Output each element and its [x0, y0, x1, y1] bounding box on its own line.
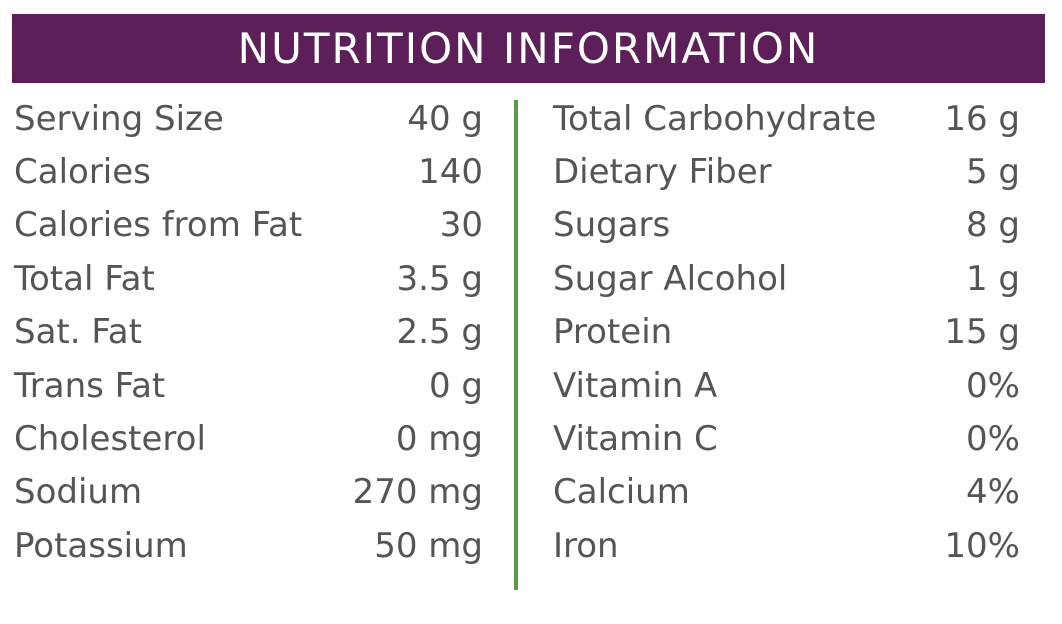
column-divider	[514, 100, 518, 590]
nutrient-label: Vitamin C	[553, 419, 718, 460]
nutrition-header: NUTRITION INFORMATION	[12, 14, 1045, 83]
nutrient-value: 16 g	[944, 98, 1020, 139]
nutrient-label: Protein	[553, 312, 673, 353]
nutrition-row-calcium: Calcium 4%	[553, 466, 1020, 519]
nutrient-value: 0%	[966, 419, 1020, 460]
nutrient-value: 2.5 g	[396, 312, 483, 353]
nutrition-row-sugars: Sugars 8 g	[553, 199, 1020, 252]
nutrition-row-serving-size: Serving Size 40 g	[14, 92, 483, 145]
nutrient-label: Potassium	[14, 525, 188, 566]
nutrient-value: 0%	[966, 365, 1020, 406]
nutrient-label: Vitamin A	[553, 365, 718, 406]
nutrient-value: 8 g	[965, 205, 1020, 246]
nutrient-label: Sat. Fat	[14, 312, 142, 353]
nutrition-row-trans-fat: Trans Fat 0 g	[14, 359, 483, 412]
nutrient-label: Sugar Alcohol	[553, 258, 788, 299]
nutrient-label: Iron	[553, 525, 619, 566]
nutrition-row-sugar-alcohol: Sugar Alcohol 1 g	[553, 252, 1020, 305]
nutrient-value: 3.5 g	[396, 258, 483, 299]
nutrition-row-sodium: Sodium 270 mg	[14, 466, 483, 519]
nutrition-row-potassium: Potassium 50 mg	[14, 519, 483, 572]
nutrition-row-vitamin-a: Vitamin A 0%	[553, 359, 1020, 412]
nutrient-label: Total Carbohydrate	[553, 98, 877, 139]
nutrient-label: Total Fat	[14, 258, 155, 299]
nutrient-label: Sodium	[14, 472, 143, 513]
nutrient-label: Sugars	[553, 205, 671, 246]
nutrition-row-cholesterol: Cholesterol 0 mg	[14, 412, 483, 465]
nutrient-label: Calories from Fat	[14, 205, 303, 246]
nutrient-value: 5 g	[965, 152, 1020, 193]
nutrition-row-calories-from-fat: Calories from Fat 30	[14, 199, 483, 252]
nutrition-row-iron: Iron 10%	[553, 519, 1020, 572]
nutrition-row-protein: Protein 15 g	[553, 306, 1020, 359]
nutrient-value: 50 mg	[374, 525, 483, 566]
nutrient-value: 1 g	[965, 258, 1020, 299]
nutrition-right-column: Total Carbohydrate 16 g Dietary Fiber 5 …	[553, 92, 1020, 573]
nutrition-row-sat-fat: Sat. Fat 2.5 g	[14, 306, 483, 359]
nutrition-row-calories: Calories 140	[14, 145, 483, 198]
nutrition-row-vitamin-c: Vitamin C 0%	[553, 412, 1020, 465]
nutrient-label: Calcium	[553, 472, 690, 513]
nutrient-value: 40 g	[407, 98, 483, 139]
nutrient-label: Dietary Fiber	[553, 152, 772, 193]
nutrient-value: 30	[439, 205, 483, 246]
nutrient-value: 0 mg	[395, 419, 483, 460]
nutrient-label: Trans Fat	[14, 365, 166, 406]
nutrition-row-total-fat: Total Fat 3.5 g	[14, 252, 483, 305]
nutrient-value: 0 g	[428, 365, 483, 406]
nutrient-label: Cholesterol	[14, 419, 206, 460]
nutrient-value: 270 mg	[352, 472, 483, 513]
nutrient-value: 10%	[944, 525, 1020, 566]
nutrient-value: 4%	[966, 472, 1020, 513]
nutrient-value: 15 g	[944, 312, 1020, 353]
nutrient-value: 140	[418, 152, 483, 193]
nutrition-row-dietary-fiber: Dietary Fiber 5 g	[553, 145, 1020, 198]
nutrient-label: Serving Size	[14, 98, 224, 139]
nutrition-left-column: Serving Size 40 g Calories 140 Calories …	[14, 92, 483, 573]
nutrition-row-total-carbohydrate: Total Carbohydrate 16 g	[553, 92, 1020, 145]
nutrient-label: Calories	[14, 152, 151, 193]
page-title: NUTRITION INFORMATION	[237, 23, 820, 73]
